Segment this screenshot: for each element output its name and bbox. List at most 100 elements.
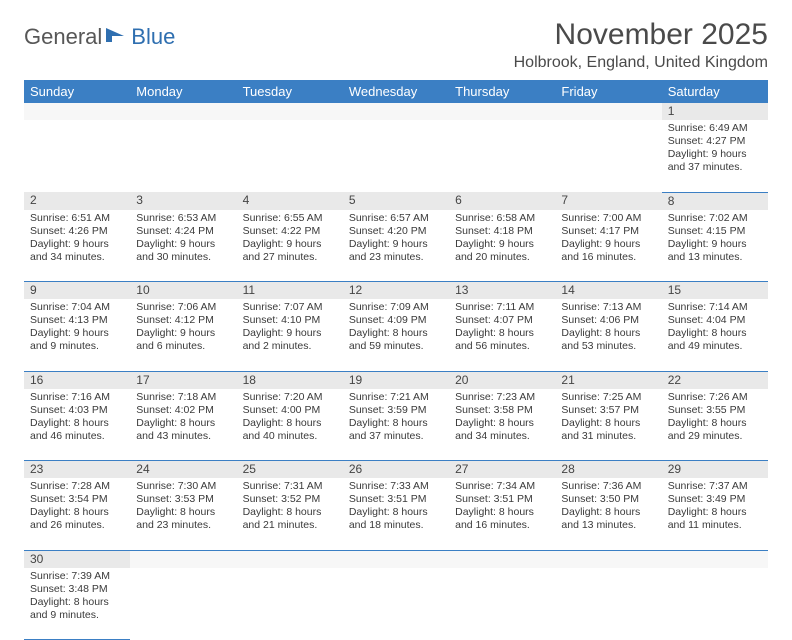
day-body-cell: Sunrise: 7:25 AMSunset: 3:57 PMDaylight:…: [555, 389, 661, 461]
daylight-text: Daylight: 8 hours and 11 minutes.: [668, 506, 762, 532]
sunset-text: Sunset: 4:09 PM: [349, 314, 443, 327]
daylight-text: Daylight: 8 hours and 26 minutes.: [30, 506, 124, 532]
sunrise-text: Sunrise: 7:37 AM: [668, 480, 762, 493]
logo-text-general: General: [24, 24, 102, 50]
day-number-row: 1: [24, 103, 768, 120]
daylight-text: Daylight: 8 hours and 23 minutes.: [136, 506, 230, 532]
sunrise-text: Sunrise: 7:18 AM: [136, 391, 230, 404]
daylight-text: Daylight: 8 hours and 13 minutes.: [561, 506, 655, 532]
day-body-cell: Sunrise: 7:13 AMSunset: 4:06 PMDaylight:…: [555, 299, 661, 371]
sunset-text: Sunset: 3:50 PM: [561, 493, 655, 506]
daylight-text: Daylight: 8 hours and 37 minutes.: [349, 417, 443, 443]
sunset-text: Sunset: 4:03 PM: [30, 404, 124, 417]
day-body-cell: Sunrise: 7:31 AMSunset: 3:52 PMDaylight:…: [237, 478, 343, 550]
day-number-row: 9101112131415: [24, 282, 768, 300]
daylight-text: Daylight: 8 hours and 9 minutes.: [30, 596, 124, 622]
sunrise-text: Sunrise: 7:31 AM: [243, 480, 337, 493]
daylight-text: Daylight: 8 hours and 43 minutes.: [136, 417, 230, 443]
day-number-cell: 27: [449, 461, 555, 479]
day-number-cell: 28: [555, 461, 661, 479]
day-number-cell: 22: [662, 371, 768, 389]
sunset-text: Sunset: 4:17 PM: [561, 225, 655, 238]
sunrise-text: Sunrise: 6:49 AM: [668, 122, 762, 135]
day-body-cell: [237, 568, 343, 640]
sunrise-text: Sunrise: 7:28 AM: [30, 480, 124, 493]
day-body-cell: Sunrise: 7:11 AMSunset: 4:07 PMDaylight:…: [449, 299, 555, 371]
daylight-text: Daylight: 8 hours and 59 minutes.: [349, 327, 443, 353]
day-number-cell: [555, 550, 661, 568]
daylight-text: Daylight: 8 hours and 21 minutes.: [243, 506, 337, 532]
daylight-text: Daylight: 9 hours and 37 minutes.: [668, 148, 762, 174]
sunset-text: Sunset: 4:20 PM: [349, 225, 443, 238]
day-number-cell: [343, 550, 449, 568]
day-body-cell: [555, 568, 661, 640]
daylight-text: Daylight: 9 hours and 6 minutes.: [136, 327, 230, 353]
sunrise-text: Sunrise: 7:20 AM: [243, 391, 337, 404]
day-body-row: Sunrise: 6:49 AMSunset: 4:27 PMDaylight:…: [24, 120, 768, 192]
calendar-table: SundayMondayTuesdayWednesdayThursdayFrid…: [24, 80, 768, 640]
day-body-cell: [343, 568, 449, 640]
sunrise-text: Sunrise: 7:34 AM: [455, 480, 549, 493]
day-number-cell: 15: [662, 282, 768, 300]
day-body-row: Sunrise: 7:39 AMSunset: 3:48 PMDaylight:…: [24, 568, 768, 640]
sunrise-text: Sunrise: 7:09 AM: [349, 301, 443, 314]
day-number-cell: 24: [130, 461, 236, 479]
sunrise-text: Sunrise: 6:58 AM: [455, 212, 549, 225]
sunset-text: Sunset: 4:10 PM: [243, 314, 337, 327]
day-body-cell: Sunrise: 7:39 AMSunset: 3:48 PMDaylight:…: [24, 568, 130, 640]
day-number-cell: 9: [24, 282, 130, 300]
day-body-cell: Sunrise: 7:16 AMSunset: 4:03 PMDaylight:…: [24, 389, 130, 461]
sunrise-text: Sunrise: 7:04 AM: [30, 301, 124, 314]
day-number-cell: 6: [449, 192, 555, 210]
day-body-cell: Sunrise: 7:04 AMSunset: 4:13 PMDaylight:…: [24, 299, 130, 371]
daylight-text: Daylight: 9 hours and 30 minutes.: [136, 238, 230, 264]
daylight-text: Daylight: 8 hours and 53 minutes.: [561, 327, 655, 353]
daylight-text: Daylight: 8 hours and 46 minutes.: [30, 417, 124, 443]
sunset-text: Sunset: 3:49 PM: [668, 493, 762, 506]
day-body-cell: [24, 120, 130, 192]
day-body-cell: Sunrise: 7:28 AMSunset: 3:54 PMDaylight:…: [24, 478, 130, 550]
daylight-text: Daylight: 9 hours and 34 minutes.: [30, 238, 124, 264]
day-body-row: Sunrise: 7:04 AMSunset: 4:13 PMDaylight:…: [24, 299, 768, 371]
location: Holbrook, England, United Kingdom: [514, 54, 768, 72]
daylight-text: Daylight: 9 hours and 23 minutes.: [349, 238, 443, 264]
sunset-text: Sunset: 4:06 PM: [561, 314, 655, 327]
day-body-cell: Sunrise: 7:09 AMSunset: 4:09 PMDaylight:…: [343, 299, 449, 371]
day-body-cell: Sunrise: 7:00 AMSunset: 4:17 PMDaylight:…: [555, 210, 661, 282]
daylight-text: Daylight: 9 hours and 27 minutes.: [243, 238, 337, 264]
day-number-cell: [343, 103, 449, 120]
sunrise-text: Sunrise: 7:21 AM: [349, 391, 443, 404]
day-body-cell: Sunrise: 7:37 AMSunset: 3:49 PMDaylight:…: [662, 478, 768, 550]
day-body-cell: Sunrise: 7:02 AMSunset: 4:15 PMDaylight:…: [662, 210, 768, 282]
calendar-body: 1Sunrise: 6:49 AMSunset: 4:27 PMDaylight…: [24, 103, 768, 640]
flag-icon: [106, 26, 128, 49]
sunrise-text: Sunrise: 7:13 AM: [561, 301, 655, 314]
day-number-cell: 11: [237, 282, 343, 300]
day-number-cell: 3: [130, 192, 236, 210]
daylight-text: Daylight: 9 hours and 9 minutes.: [30, 327, 124, 353]
day-number-cell: 16: [24, 371, 130, 389]
day-number-cell: 26: [343, 461, 449, 479]
day-number-row: 16171819202122: [24, 371, 768, 389]
day-number-row: 23242526272829: [24, 461, 768, 479]
sunset-text: Sunset: 3:54 PM: [30, 493, 124, 506]
weekday-header: Sunday: [24, 80, 130, 103]
day-number-cell: 13: [449, 282, 555, 300]
sunset-text: Sunset: 4:22 PM: [243, 225, 337, 238]
day-number-cell: 1: [662, 103, 768, 120]
logo: General Blue: [24, 24, 175, 50]
day-body-cell: Sunrise: 6:49 AMSunset: 4:27 PMDaylight:…: [662, 120, 768, 192]
sunset-text: Sunset: 4:24 PM: [136, 225, 230, 238]
daylight-text: Daylight: 8 hours and 56 minutes.: [455, 327, 549, 353]
day-number-cell: 7: [555, 192, 661, 210]
day-number-cell: [662, 550, 768, 568]
day-body-cell: [343, 120, 449, 192]
day-number-cell: [449, 550, 555, 568]
day-number-cell: [237, 550, 343, 568]
sunrise-text: Sunrise: 7:02 AM: [668, 212, 762, 225]
day-number-cell: 30: [24, 550, 130, 568]
sunset-text: Sunset: 4:00 PM: [243, 404, 337, 417]
daylight-text: Daylight: 8 hours and 31 minutes.: [561, 417, 655, 443]
sunset-text: Sunset: 4:04 PM: [668, 314, 762, 327]
day-body-cell: [555, 120, 661, 192]
